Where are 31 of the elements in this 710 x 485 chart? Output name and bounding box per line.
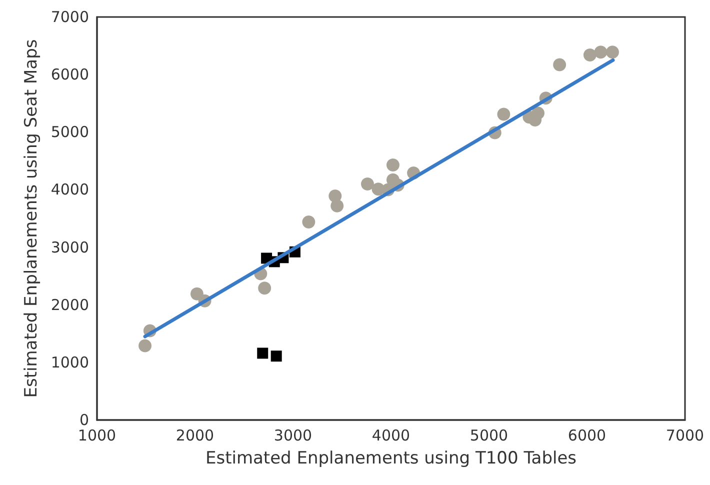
y-tick-label: 0 — [79, 411, 89, 429]
point — [330, 199, 344, 212]
x-tick-label: 7000 — [666, 426, 704, 444]
point — [532, 106, 544, 120]
point — [583, 48, 596, 62]
point — [606, 46, 619, 59]
y-tick-label: 7000 — [50, 8, 89, 26]
y-tick-label: 5000 — [50, 123, 89, 142]
x-tick-label: 3000 — [274, 426, 312, 444]
x-tick-label: 2000 — [176, 426, 214, 444]
point — [594, 46, 608, 59]
y-tick-label: 4000 — [50, 180, 89, 199]
y-tick-label: 2000 — [50, 296, 89, 314]
point — [360, 177, 374, 190]
x-tick-label: 4000 — [372, 426, 410, 444]
y-tick-label: 3000 — [50, 238, 89, 256]
point — [138, 339, 152, 352]
y-tick-label: 1000 — [50, 353, 89, 372]
point — [302, 215, 316, 228]
point — [553, 58, 566, 72]
x-tick-label: 5000 — [470, 426, 508, 444]
x-tick-label: 6000 — [568, 426, 606, 444]
x-tick-label: 1000 — [78, 426, 116, 444]
point — [258, 282, 272, 295]
x-axis-title: Estimated Enplanements using T100 Tables — [205, 448, 577, 468]
point — [497, 108, 510, 121]
y-tick-label: 6000 — [50, 66, 89, 84]
y-axis-title: Estimated Enplanements using Seat Maps — [21, 39, 42, 398]
point — [257, 348, 268, 359]
point — [270, 350, 282, 362]
point — [386, 158, 400, 172]
